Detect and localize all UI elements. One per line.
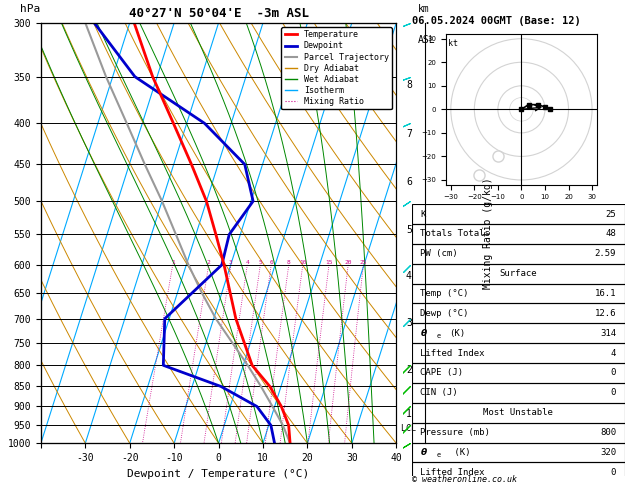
Text: Most Unstable: Most Unstable: [483, 408, 554, 417]
Text: θ: θ: [421, 329, 426, 338]
Text: Surface: Surface: [499, 269, 537, 278]
Text: 6: 6: [269, 260, 273, 265]
Bar: [412, 303, 625, 323]
Text: Lifted Index: Lifted Index: [421, 468, 485, 477]
Bar: [412, 443, 625, 462]
Bar: [412, 462, 625, 482]
Text: 5: 5: [259, 260, 262, 265]
Text: 0: 0: [611, 388, 616, 398]
Bar: [412, 363, 625, 383]
Text: 25: 25: [605, 209, 616, 219]
Text: θ: θ: [421, 448, 426, 457]
Text: Dewp (°C): Dewp (°C): [421, 309, 469, 318]
Text: 4: 4: [611, 348, 616, 358]
Text: 20: 20: [345, 260, 352, 265]
Text: PW (cm): PW (cm): [421, 249, 458, 258]
Bar: [412, 423, 625, 443]
Bar: [412, 482, 625, 486]
Text: 8: 8: [287, 260, 291, 265]
Text: 314: 314: [600, 329, 616, 338]
Text: Temp (°C): Temp (°C): [421, 289, 469, 298]
Text: 2: 2: [207, 260, 211, 265]
Text: Pressure (mb): Pressure (mb): [421, 428, 491, 437]
Bar: [412, 343, 625, 363]
Text: 25: 25: [360, 260, 367, 265]
Text: 10: 10: [299, 260, 306, 265]
Text: K: K: [421, 209, 426, 219]
Text: 48: 48: [605, 229, 616, 239]
Text: hPa: hPa: [19, 4, 40, 15]
Bar: [412, 224, 625, 244]
Text: © weatheronline.co.uk: © weatheronline.co.uk: [412, 474, 517, 484]
Text: 16.1: 16.1: [594, 289, 616, 298]
Text: CAPE (J): CAPE (J): [421, 368, 464, 378]
X-axis label: Dewpoint / Temperature (°C): Dewpoint / Temperature (°C): [128, 469, 309, 479]
Bar: [412, 244, 625, 264]
Text: 06.05.2024 00GMT (Base: 12): 06.05.2024 00GMT (Base: 12): [412, 16, 581, 26]
Text: (K): (K): [449, 329, 465, 338]
Bar: [412, 264, 625, 284]
Bar: [412, 204, 625, 224]
Bar: [412, 403, 625, 423]
Bar: [412, 383, 625, 403]
Bar: [412, 323, 625, 343]
Text: Totals Totals: Totals Totals: [421, 229, 491, 239]
Text: Lifted Index: Lifted Index: [421, 348, 485, 358]
Text: 0: 0: [611, 368, 616, 378]
Text: 12.6: 12.6: [594, 309, 616, 318]
Text: 15: 15: [325, 260, 333, 265]
Text: 0: 0: [611, 468, 616, 477]
Text: e: e: [437, 333, 441, 339]
Text: e: e: [437, 452, 441, 458]
Text: ASL: ASL: [418, 35, 435, 46]
Title: 40°27'N 50°04'E  -3m ASL: 40°27'N 50°04'E -3m ASL: [128, 7, 309, 20]
Text: 320: 320: [600, 448, 616, 457]
Bar: [412, 284, 625, 303]
Text: 800: 800: [600, 428, 616, 437]
Legend: Temperature, Dewpoint, Parcel Trajectory, Dry Adiabat, Wet Adiabat, Isotherm, Mi: Temperature, Dewpoint, Parcel Trajectory…: [281, 27, 392, 109]
Text: kt: kt: [448, 39, 459, 48]
Text: 3: 3: [229, 260, 233, 265]
Text: LCL: LCL: [396, 424, 416, 434]
Text: 4: 4: [245, 260, 249, 265]
Text: 2.59: 2.59: [594, 249, 616, 258]
Text: km: km: [418, 4, 430, 15]
Text: (K): (K): [449, 448, 470, 457]
Y-axis label: Mixing Ratio (g/kg): Mixing Ratio (g/kg): [483, 177, 493, 289]
Text: CIN (J): CIN (J): [421, 388, 458, 398]
Text: 1: 1: [171, 260, 175, 265]
